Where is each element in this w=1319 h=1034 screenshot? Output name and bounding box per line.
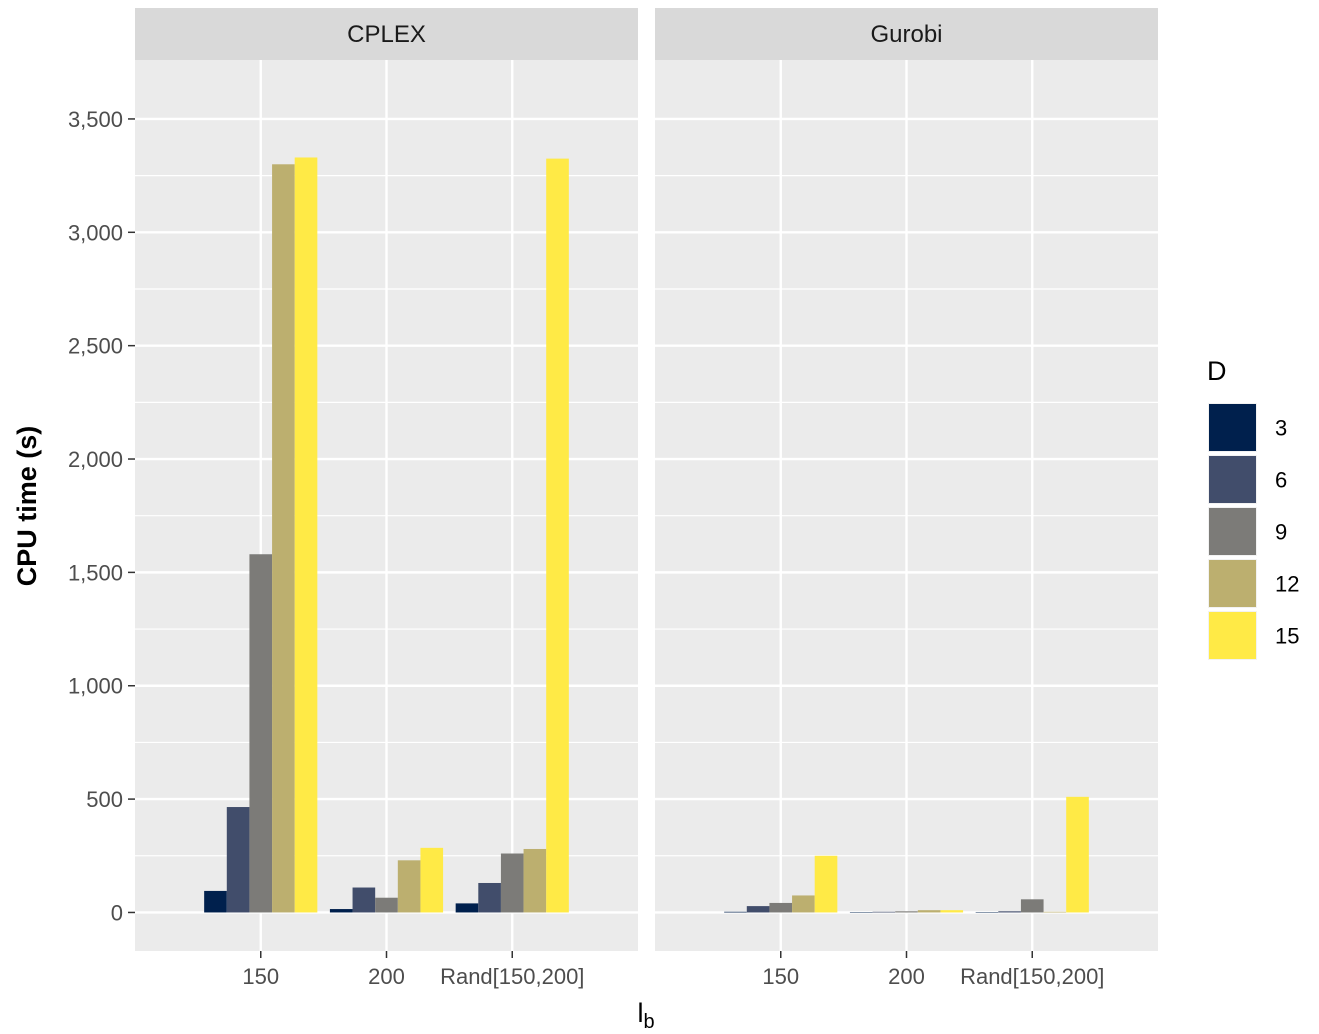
legend-label-d12: 12 [1275, 572, 1299, 597]
bar-gurobi-2-d9 [1020, 899, 1044, 913]
facet-panel-cplex: CPLEX 150 200 Rand[150,200] 0 500 1,000 1,500 2,… [68, 8, 638, 989]
bar-gurobi-1-d15 [940, 910, 964, 913]
y-tick-label: 0 [111, 900, 123, 925]
y-tick-label: 1,000 [68, 674, 123, 699]
bar-gurobi-0-d15 [814, 855, 838, 913]
bar-gurobi-2-d15 [1066, 796, 1089, 913]
x-axis-label-main: l [637, 998, 643, 1028]
legend-swatch-d9 [1209, 508, 1256, 555]
x-tick-label: 200 [368, 964, 405, 989]
bar-gurobi-0-d6 [746, 906, 770, 913]
legend: D 3 6 9 12 15 [1207, 356, 1299, 660]
bar-cplex-2-d6 [478, 882, 501, 913]
bar-cplex-0-d6 [226, 807, 250, 913]
facet-strip [655, 8, 1158, 60]
bar-cplex-1-d3 [329, 909, 353, 913]
bar-gurobi-0-d9 [769, 902, 793, 913]
bar-cplex-0-d3 [204, 890, 227, 913]
bar-gurobi-1-d6 [872, 911, 896, 913]
y-tick-label: 1,500 [68, 560, 123, 585]
x-tick-label: 150 [242, 964, 279, 989]
x-axis-label-subscript: b [643, 1011, 654, 1033]
bar-gurobi-2-d6 [998, 911, 1021, 913]
bar-cplex-0-d9 [249, 554, 273, 913]
bar-cplex-1-d15 [420, 847, 444, 913]
y-tick-label: 2,500 [68, 334, 123, 359]
bar-gurobi-1-d9 [895, 911, 918, 913]
x-tick-label: 200 [888, 964, 925, 989]
legend-swatch-d6 [1209, 456, 1256, 503]
facet-strip-label: Gurobi [870, 21, 942, 48]
bar-gurobi-0-d12 [792, 895, 815, 913]
x-tick-label: Rand[150,200] [960, 964, 1104, 989]
facet-panel-gurobi: Gurobi 150 200 Rand[150,200] [655, 8, 1158, 989]
legend-title: D [1207, 356, 1227, 386]
legend-swatch-d12 [1209, 560, 1256, 607]
facet-strip-label: CPLEX [347, 21, 426, 48]
y-tick-label: 3,000 [68, 220, 123, 245]
x-tick-label: Rand[150,200] [440, 964, 584, 989]
legend-label-d6: 6 [1275, 468, 1287, 493]
bar-cplex-2-d3 [455, 903, 479, 913]
facet-strip [135, 8, 638, 60]
bar-cplex-1-d9 [375, 897, 398, 913]
bar-cplex-0-d12 [272, 164, 295, 913]
y-tick-label: 2,000 [68, 447, 123, 472]
bar-gurobi-1-d12 [917, 910, 941, 913]
y-tick-label: 3,500 [68, 107, 123, 132]
legend-swatch-d3 [1209, 404, 1256, 451]
y-axis-label: CPU time (s) [12, 426, 42, 587]
panels: CPLEX 150 200 Rand[150,200] 0 500 1,000 1,500 2,… [68, 8, 1158, 989]
legend-label-d15: 15 [1275, 624, 1299, 649]
bar-cplex-2-d9 [500, 853, 524, 913]
y-tick-label: 500 [86, 787, 123, 812]
bar-gurobi-2-d12 [1043, 911, 1067, 913]
legend-label-d3: 3 [1275, 416, 1287, 441]
legend-swatch-d15 [1209, 612, 1256, 659]
bar-cplex-0-d15 [294, 157, 318, 913]
x-tick-label: 150 [762, 964, 799, 989]
bar-cplex-2-d15 [546, 158, 569, 913]
bar-gurobi-0-d3 [724, 911, 747, 913]
legend-label-d9: 9 [1275, 520, 1287, 545]
x-axis-label: lb [637, 998, 654, 1033]
bar-cplex-1-d12 [397, 860, 421, 913]
bar-cplex-2-d12 [523, 848, 547, 913]
bar-cplex-1-d6 [352, 887, 376, 913]
